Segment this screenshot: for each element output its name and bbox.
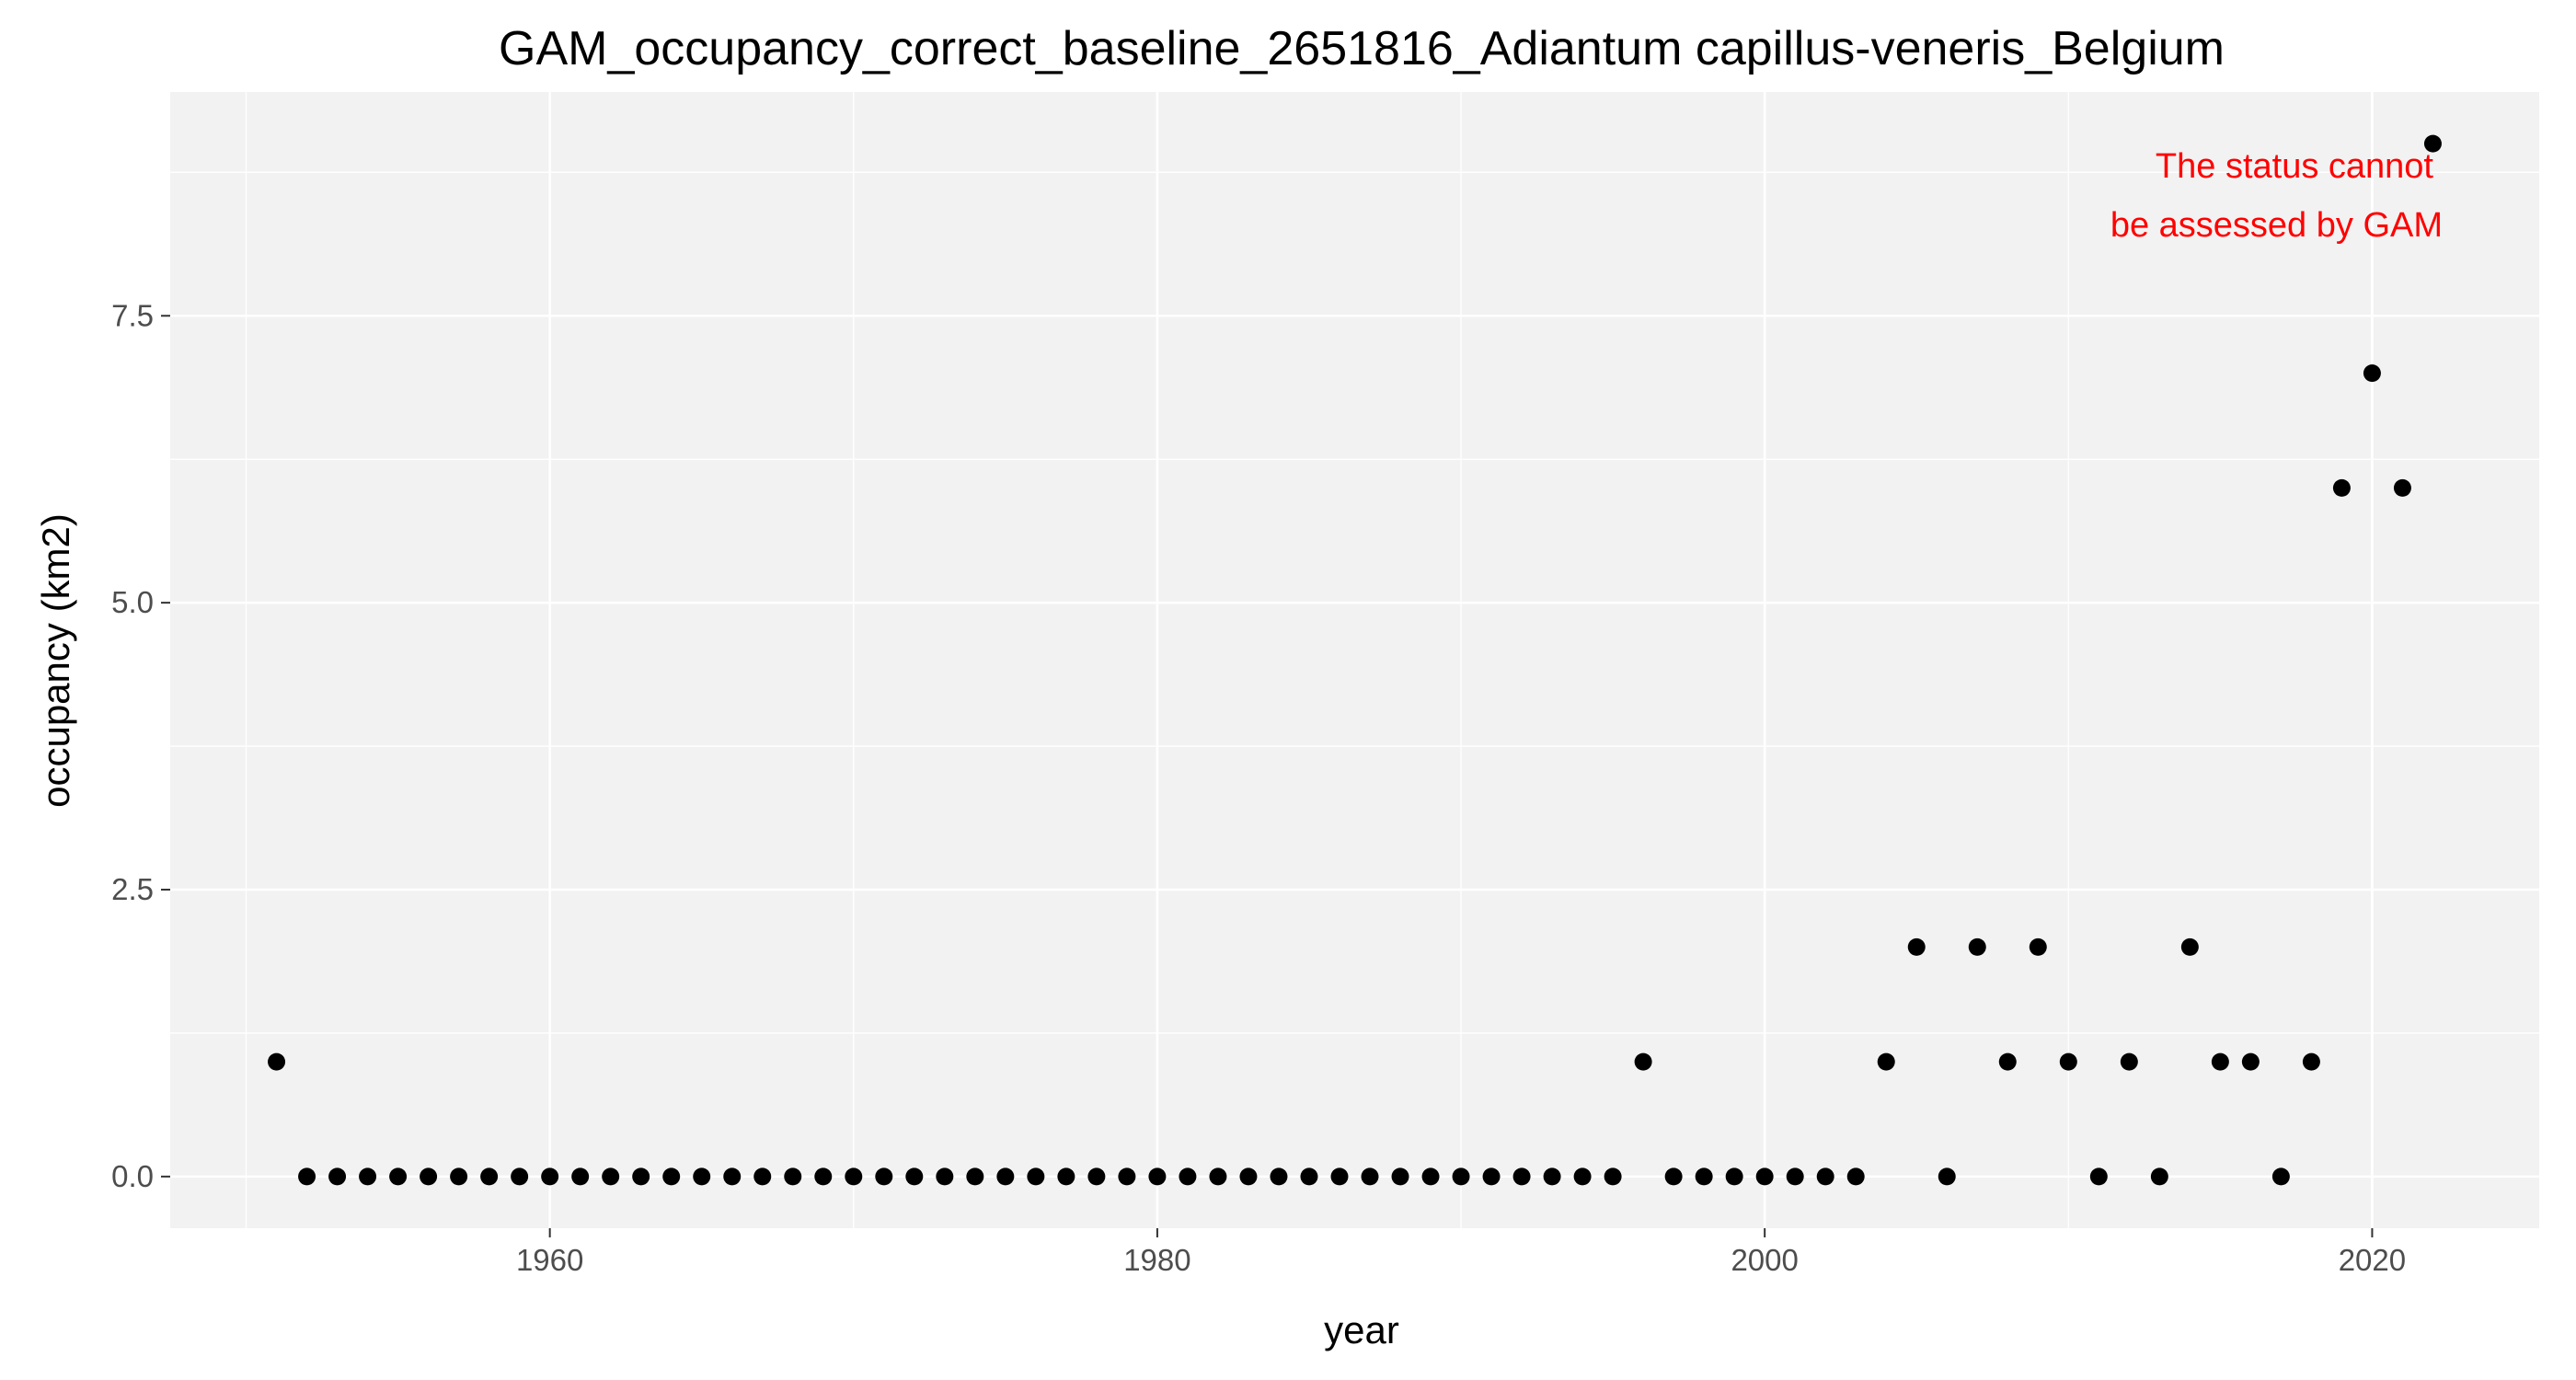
data-point <box>1998 1052 2017 1071</box>
data-point <box>2241 1052 2260 1071</box>
data-point <box>1664 1167 1683 1186</box>
y-axis: 0.0 2.5 5.0 7.5 <box>111 298 170 1193</box>
data-point <box>1573 1167 1592 1186</box>
y-axis-title: occupancy (km2) <box>34 513 77 808</box>
data-point <box>541 1167 559 1186</box>
data-point <box>480 1167 499 1186</box>
data-point <box>662 1167 681 1186</box>
data-point <box>784 1167 802 1186</box>
data-point <box>693 1167 711 1186</box>
data-point <box>1634 1052 1652 1071</box>
data-point <box>1604 1167 1622 1186</box>
data-point <box>2393 478 2411 497</box>
data-point <box>1877 1052 1895 1071</box>
annotation-line-2: be assessed by GAM <box>2110 206 2443 245</box>
y-tick-label: 0.0 <box>111 1159 154 1193</box>
data-point <box>632 1167 650 1186</box>
x-tick-label: 2020 <box>2339 1243 2406 1277</box>
data-point <box>2302 1052 2320 1071</box>
data-point <box>1968 937 1986 956</box>
chart-title: GAM_occupancy_correct_baseline_2651816_A… <box>499 22 2225 75</box>
x-tick-label: 1960 <box>516 1243 583 1277</box>
data-point <box>2120 1052 2138 1071</box>
data-point <box>1512 1167 1531 1186</box>
data-point <box>268 1052 286 1071</box>
data-point <box>966 1167 984 1186</box>
data-point <box>905 1167 924 1186</box>
data-point <box>1300 1167 1318 1186</box>
data-point <box>723 1167 742 1186</box>
data-point <box>1816 1167 1834 1186</box>
data-point <box>2150 1167 2168 1186</box>
data-point <box>996 1167 1015 1186</box>
data-point <box>1027 1167 1045 1186</box>
data-point <box>2363 364 2381 383</box>
data-point <box>389 1167 408 1186</box>
data-point <box>298 1167 316 1186</box>
data-point <box>1482 1167 1501 1186</box>
data-points <box>268 134 2442 1186</box>
data-point <box>753 1167 772 1186</box>
data-point <box>1452 1167 1470 1186</box>
annotation-line-1: The status cannot <box>2156 147 2434 186</box>
data-point <box>1786 1167 1804 1186</box>
data-point <box>1543 1167 1561 1186</box>
data-point <box>328 1167 347 1186</box>
plot-panel <box>170 92 2539 1228</box>
y-tick-label: 2.5 <box>111 872 154 906</box>
data-point <box>1755 1167 1774 1186</box>
data-point <box>1907 937 1926 956</box>
data-point <box>2211 1052 2229 1071</box>
data-point <box>571 1167 590 1186</box>
grid-minor <box>170 92 2539 1228</box>
data-point <box>2271 1167 2290 1186</box>
grid-major <box>170 92 2539 1228</box>
data-point <box>420 1167 438 1186</box>
x-axis-title: year <box>1324 1308 1399 1351</box>
data-point <box>1330 1167 1349 1186</box>
data-point <box>450 1167 468 1186</box>
data-point <box>1391 1167 1409 1186</box>
x-tick-label: 2000 <box>1731 1243 1798 1277</box>
data-point <box>359 1167 377 1186</box>
data-point <box>602 1167 620 1186</box>
data-point <box>1361 1167 1379 1186</box>
data-point <box>1148 1167 1167 1186</box>
data-point <box>2423 134 2442 153</box>
x-axis: 1960 1980 2000 2020 <box>516 1228 2406 1277</box>
data-point <box>2332 478 2351 497</box>
data-point <box>1057 1167 1075 1186</box>
data-point <box>1421 1167 1440 1186</box>
data-point <box>1725 1167 1743 1186</box>
data-point <box>1179 1167 1197 1186</box>
data-point <box>1846 1167 1865 1186</box>
data-point <box>1695 1167 1713 1186</box>
data-point <box>1270 1167 1288 1186</box>
data-point <box>2180 937 2199 956</box>
data-point <box>845 1167 863 1186</box>
data-point <box>875 1167 893 1186</box>
data-point <box>2029 937 2047 956</box>
data-point <box>2059 1052 2077 1071</box>
x-tick-label: 1980 <box>1123 1243 1190 1277</box>
y-tick-label: 5.0 <box>111 585 154 619</box>
data-point <box>1209 1167 1227 1186</box>
data-point <box>1118 1167 1136 1186</box>
data-point <box>814 1167 833 1186</box>
y-tick-label: 7.5 <box>111 298 154 332</box>
data-point <box>1938 1167 1956 1186</box>
data-point <box>511 1167 529 1186</box>
data-point <box>1087 1167 1106 1186</box>
data-point <box>1239 1167 1258 1186</box>
data-point <box>936 1167 954 1186</box>
data-point <box>2089 1167 2108 1186</box>
